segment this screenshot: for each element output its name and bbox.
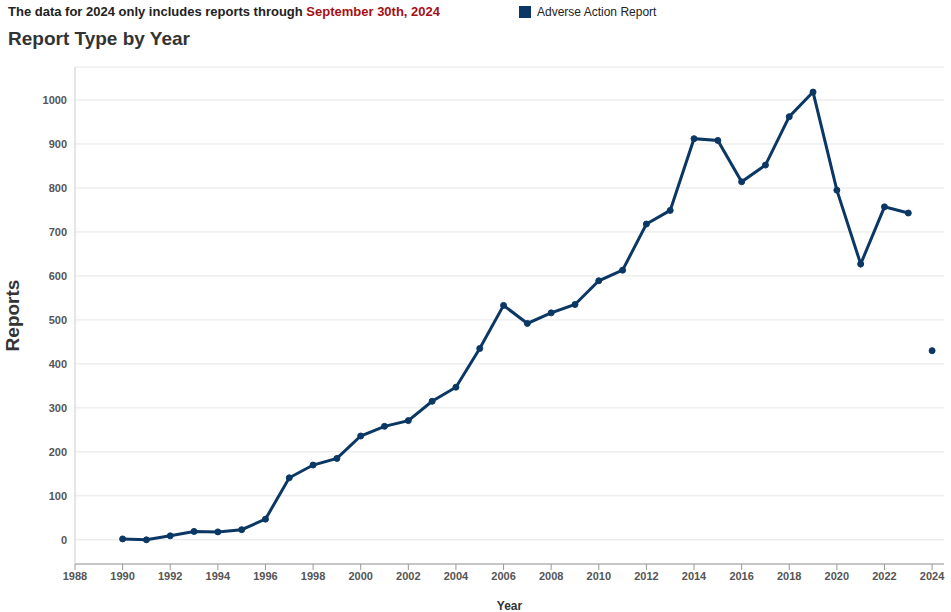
svg-text:1996: 1996 xyxy=(253,570,277,582)
svg-text:100: 100 xyxy=(49,490,67,502)
svg-text:2016: 2016 xyxy=(729,570,753,582)
svg-text:2018: 2018 xyxy=(777,570,801,582)
svg-text:2014: 2014 xyxy=(682,570,707,582)
svg-text:2002: 2002 xyxy=(396,570,420,582)
svg-text:Reports: Reports xyxy=(8,280,23,352)
svg-text:400: 400 xyxy=(49,358,67,370)
svg-text:2004: 2004 xyxy=(444,570,469,582)
svg-text:500: 500 xyxy=(49,314,67,326)
svg-text:300: 300 xyxy=(49,402,67,414)
svg-text:1000: 1000 xyxy=(43,94,67,106)
html-text:Report Type by Year: Report Type by Year xyxy=(8,28,190,49)
svg-text:2000: 2000 xyxy=(348,570,372,582)
svg-text:900: 900 xyxy=(49,138,67,150)
svg-text:2006: 2006 xyxy=(491,570,515,582)
html-text:Adverse Action Report: Adverse Action Report xyxy=(537,5,657,19)
svg-text:1998: 1998 xyxy=(301,570,325,582)
svg-text:1990: 1990 xyxy=(110,570,134,582)
svg-text:Year: Year xyxy=(497,599,523,612)
svg-text:1994: 1994 xyxy=(206,570,231,582)
svg-text:800: 800 xyxy=(49,182,67,194)
svg-text:0: 0 xyxy=(61,534,67,546)
svg-text:2008: 2008 xyxy=(539,570,563,582)
svg-text:2012: 2012 xyxy=(634,570,658,582)
svg-text:2020: 2020 xyxy=(825,570,849,582)
svg-text:2022: 2022 xyxy=(872,570,896,582)
svg-text:2010: 2010 xyxy=(587,570,611,582)
svg-text:600: 600 xyxy=(49,270,67,282)
svg-text:1992: 1992 xyxy=(158,570,182,582)
svg-text:2024: 2024 xyxy=(920,570,943,582)
svg-text:700: 700 xyxy=(49,226,67,238)
svg-text:200: 200 xyxy=(49,446,67,458)
svg-text:1988: 1988 xyxy=(63,570,87,582)
html-text:The data for 2024 only include: The data for 2024 only includes reports … xyxy=(8,4,440,19)
